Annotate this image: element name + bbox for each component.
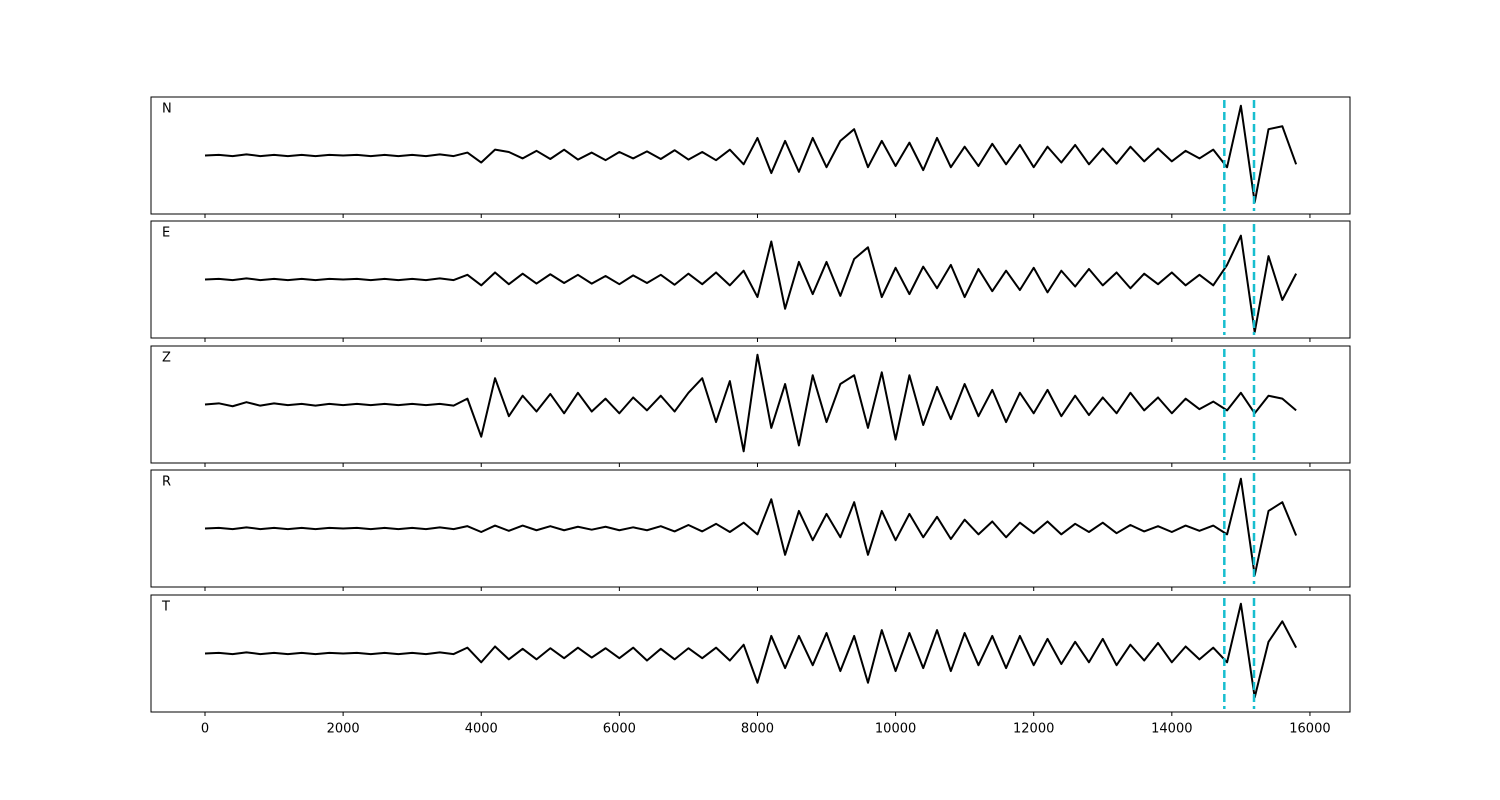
panel-label: R	[162, 475, 171, 490]
x-tick-label: 16000	[1289, 722, 1330, 737]
trace	[204, 234, 1298, 334]
x-tick-label: 10000	[875, 722, 916, 737]
x-tick-label: 2000	[327, 722, 360, 737]
panel-label: N	[162, 102, 172, 117]
x-tick-label: 14000	[1151, 722, 1192, 737]
x-tick-label: 0	[201, 722, 209, 737]
x-tick-label: 4000	[465, 722, 498, 737]
x-tick-label: 6000	[603, 722, 636, 737]
panel-frame	[150, 469, 1351, 588]
panel-label: E	[162, 226, 170, 241]
panel-label: T	[161, 600, 170, 615]
trace	[204, 104, 1298, 204]
x-tick-label: 8000	[741, 722, 774, 737]
panel-frame	[150, 96, 1351, 215]
trace	[204, 602, 1298, 699]
panel-frame	[150, 220, 1351, 339]
x-tick-label: 12000	[1013, 722, 1054, 737]
trace	[204, 477, 1298, 577]
panel-frame	[150, 594, 1351, 713]
panel-label: Z	[162, 351, 171, 366]
panel-frame	[150, 345, 1351, 464]
trace	[204, 353, 1297, 453]
